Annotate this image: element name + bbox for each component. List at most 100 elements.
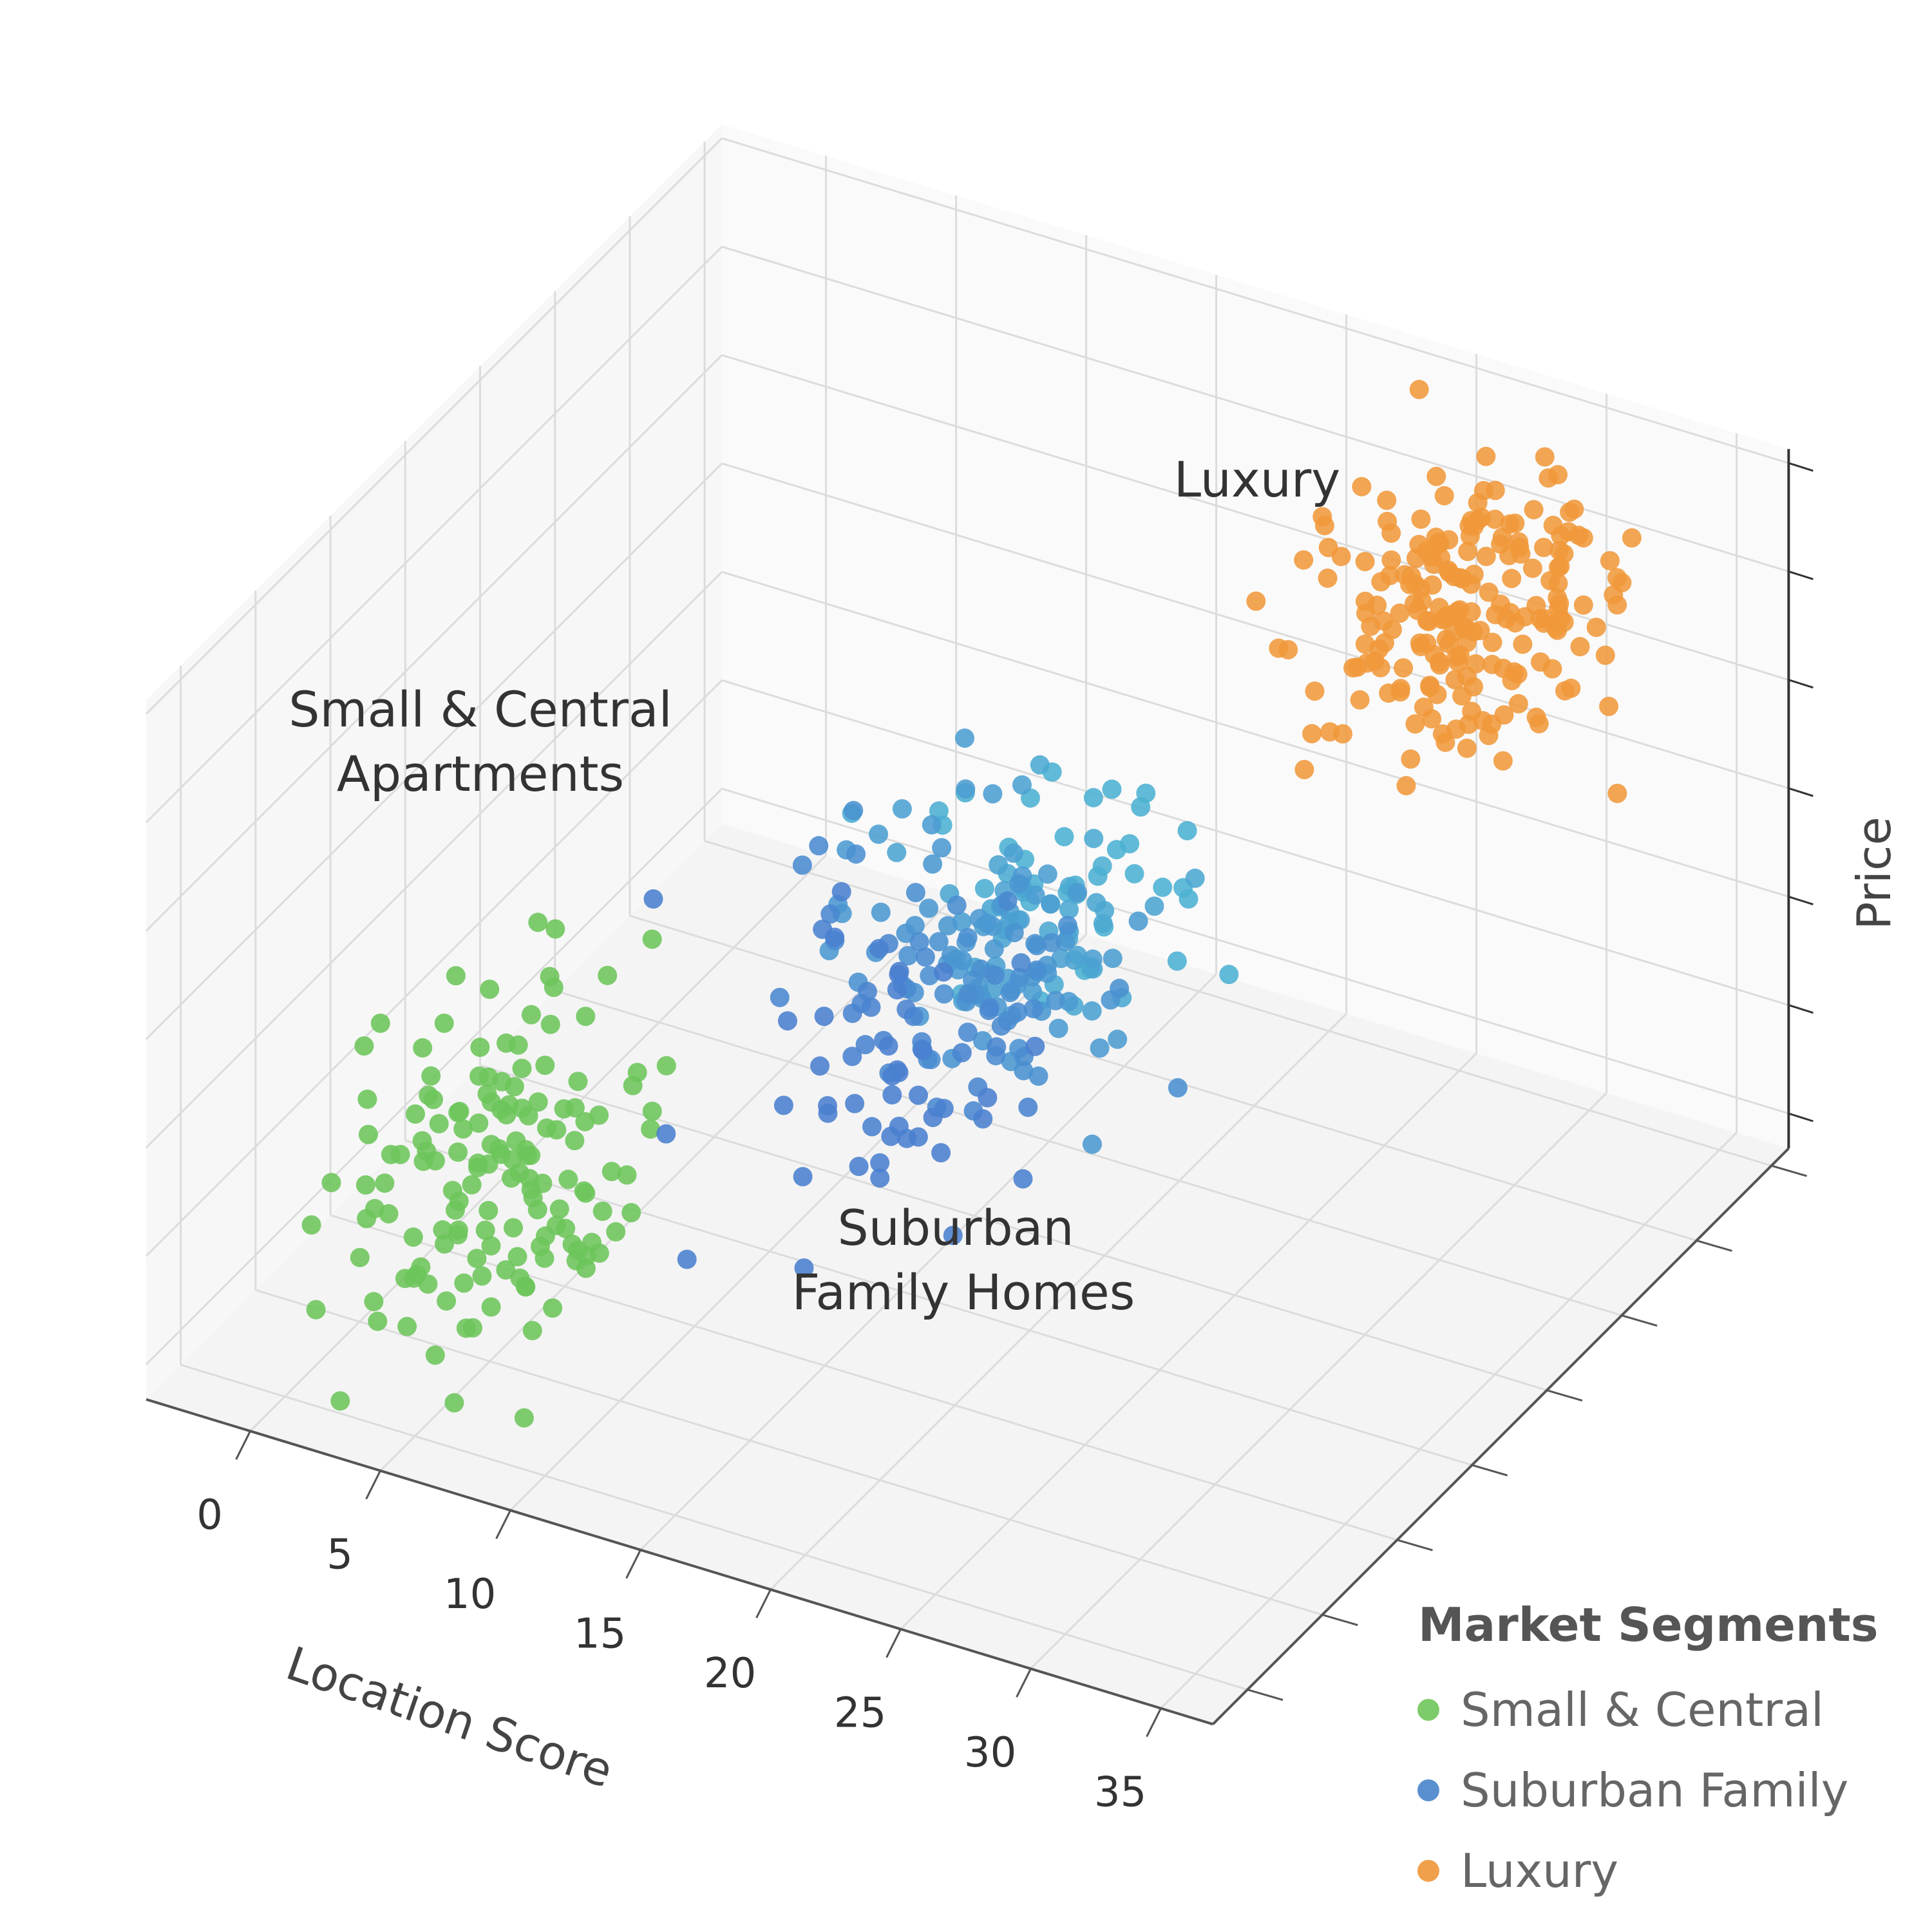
- point-suburban-family: [778, 1011, 797, 1031]
- point-suburban-family: [1030, 755, 1050, 775]
- point-suburban-family: [770, 987, 790, 1007]
- point-small-central: [375, 1173, 395, 1193]
- point-small-central: [434, 1013, 454, 1033]
- point-suburban-family: [1014, 1061, 1034, 1081]
- point-suburban-family: [1048, 1018, 1068, 1038]
- point-suburban-family: [887, 980, 907, 999]
- point-small-central: [355, 1175, 375, 1195]
- grid-line-depth: [255, 1289, 1323, 1616]
- point-small-central: [606, 1222, 626, 1242]
- point-luxury: [1599, 696, 1619, 716]
- legend-marker-orange: [1417, 1860, 1439, 1882]
- point-luxury: [1595, 645, 1615, 665]
- legend-title: Market Segments: [1418, 1598, 1879, 1652]
- point-suburban-family: [887, 842, 907, 862]
- point-small-central: [512, 1059, 532, 1078]
- z-tick-mark: [1788, 1004, 1814, 1014]
- point-suburban-family: [1003, 843, 1023, 863]
- point-suburban-family: [1059, 900, 1079, 920]
- point-small-central: [404, 1268, 424, 1288]
- legend-item: Luxury: [1461, 1844, 1618, 1898]
- point-suburban-family: [1083, 788, 1103, 808]
- point-luxury: [1246, 591, 1266, 611]
- point-suburban-family: [979, 1001, 999, 1020]
- depth-tick-mark: [1546, 1389, 1583, 1402]
- point-suburban-family: [931, 1143, 951, 1162]
- point-small-central: [364, 1292, 384, 1312]
- point-suburban-family: [985, 965, 1005, 985]
- point-suburban-family: [643, 889, 663, 909]
- point-luxury: [1529, 714, 1549, 734]
- grid-line-z: [721, 571, 1789, 898]
- point-luxury: [1420, 677, 1440, 697]
- point-luxury: [1381, 550, 1401, 570]
- point-small-central: [558, 1170, 578, 1189]
- point-suburban-family: [878, 1036, 898, 1056]
- point-suburban-family: [1219, 965, 1239, 985]
- point-luxury: [1390, 603, 1410, 623]
- point-suburban-family: [1067, 945, 1087, 965]
- point-small-central: [576, 1183, 596, 1203]
- grid-line-depth: [480, 1065, 1548, 1392]
- depth-tick-mark: [1321, 1613, 1358, 1626]
- point-luxury: [1542, 659, 1562, 679]
- depth-tick-mark: [1247, 1689, 1283, 1701]
- point-suburban-family: [1042, 933, 1061, 952]
- point-suburban-family: [889, 965, 909, 985]
- point-suburban-family: [870, 1153, 890, 1173]
- point-luxury: [1573, 595, 1593, 615]
- point-suburban-family: [955, 728, 974, 748]
- point-suburban-family: [956, 779, 976, 799]
- point-luxury: [1479, 582, 1499, 602]
- point-small-central: [545, 919, 565, 939]
- point-suburban-family: [1000, 983, 1020, 1003]
- point-small-central: [419, 1085, 439, 1105]
- point-luxury: [1435, 609, 1455, 629]
- point-suburban-family: [1013, 1169, 1033, 1189]
- x-tick-labels: 0 5 10 15 20 25 30 35: [196, 1492, 1146, 1817]
- point-suburban-family: [793, 1167, 813, 1187]
- point-luxury: [1446, 647, 1466, 667]
- x-tick-mark: [1016, 1668, 1032, 1698]
- point-small-central: [492, 1072, 512, 1092]
- point-suburban-family: [870, 1168, 890, 1188]
- point-luxury: [1457, 738, 1477, 758]
- point-small-central: [306, 1300, 326, 1320]
- point-suburban-family: [818, 1096, 837, 1115]
- depth-tick-mark: [1621, 1314, 1658, 1327]
- point-luxury: [1476, 446, 1496, 466]
- point-luxury: [1414, 697, 1434, 717]
- x-tick-label: 20: [704, 1650, 756, 1698]
- point-small-central: [504, 1218, 523, 1238]
- point-suburban-family: [1046, 990, 1066, 1010]
- grid-line-x: [770, 1013, 1347, 1591]
- point-small-central: [446, 1200, 465, 1220]
- point-luxury: [1312, 507, 1332, 527]
- point-suburban-family: [983, 784, 1003, 804]
- point-suburban-family: [1025, 934, 1045, 954]
- point-luxury: [1350, 690, 1370, 710]
- point-suburban-family: [958, 1023, 978, 1042]
- point-small-central: [617, 1165, 637, 1185]
- point-small-central: [506, 1131, 526, 1151]
- point-suburban-family: [1028, 1066, 1048, 1086]
- point-suburban-family: [1082, 1001, 1102, 1021]
- point-suburban-family: [858, 981, 877, 1001]
- point-small-central: [601, 1162, 621, 1182]
- point-luxury: [1607, 784, 1627, 803]
- point-luxury: [1535, 447, 1555, 467]
- point-suburban-family: [909, 932, 929, 952]
- point-suburban-family: [844, 800, 864, 820]
- point-luxury: [1320, 722, 1340, 742]
- x-tick-label: 25: [834, 1690, 886, 1738]
- point-luxury: [1409, 379, 1429, 399]
- point-luxury: [1476, 547, 1496, 566]
- grid-line-z: [145, 354, 723, 932]
- point-small-central: [448, 1142, 468, 1162]
- point-suburban-family: [1092, 856, 1112, 876]
- point-luxury: [1352, 477, 1372, 497]
- depth-tick-mark: [1696, 1239, 1732, 1252]
- point-small-central: [623, 1075, 643, 1095]
- point-luxury: [1505, 513, 1525, 533]
- point-luxury: [1429, 533, 1449, 553]
